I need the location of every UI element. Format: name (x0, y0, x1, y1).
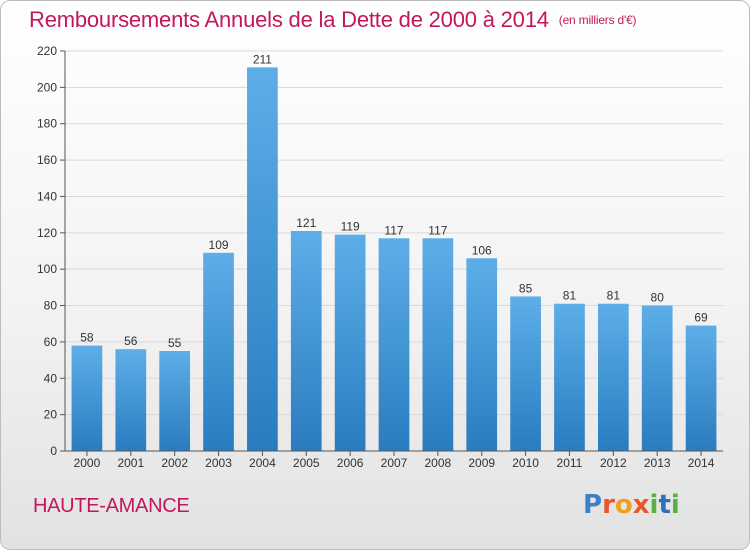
logo-letter: x (632, 490, 650, 520)
data-label-2011: 81 (563, 289, 577, 303)
chart-title: Remboursements Annuels de la Dette de 20… (29, 7, 637, 33)
bar-2011 (554, 303, 585, 451)
x-tick-label-2009: 2009 (468, 456, 495, 470)
bar-2002 (159, 351, 191, 451)
chart-subtitle: (en milliers d'€) (558, 13, 637, 27)
data-label-2002: 55 (168, 336, 182, 350)
x-tick-label-2011: 2011 (557, 456, 583, 470)
logo-letter: i (670, 490, 680, 520)
bars (71, 67, 717, 451)
data-label-2006: 119 (341, 220, 360, 234)
y-tick-label: 60 (44, 335, 58, 349)
logo-letter: P (583, 490, 603, 520)
data-label-2001: 56 (124, 334, 138, 348)
data-label-2005: 121 (296, 216, 316, 230)
chart-title-text: Remboursements Annuels de la Dette de 20… (29, 7, 549, 32)
y-tick-label: 220 (37, 44, 57, 58)
bar-2012 (597, 303, 629, 451)
logo-letter: t (658, 490, 671, 520)
bar-2004 (247, 67, 278, 451)
bar-2001 (115, 349, 147, 451)
bar-2009 (466, 258, 498, 451)
x-tick-label-2008: 2008 (425, 456, 452, 470)
data-label-2000: 58 (80, 331, 94, 345)
data-label-2013: 80 (651, 291, 665, 305)
data-label-2008: 117 (428, 223, 447, 237)
bar-2013 (641, 305, 673, 451)
data-label-2003: 109 (209, 238, 229, 252)
proxiti-logo[interactable]: Proxiti (583, 490, 680, 520)
x-tick-label-2012: 2012 (600, 456, 627, 470)
x-tick-label-2014: 2014 (688, 456, 715, 470)
x-tick-label-2004: 2004 (249, 456, 276, 470)
x-tick-label-2001: 2001 (117, 456, 144, 470)
y-tick-label: 40 (44, 371, 58, 385)
logo-letter: i (649, 490, 659, 520)
logo-letter: o (614, 490, 633, 520)
y-tick-label: 180 (37, 117, 57, 131)
y-tick-label: 140 (37, 189, 57, 203)
bar-2010 (510, 296, 541, 451)
x-tick-label-2007: 2007 (381, 456, 408, 470)
y-tick-label: 80 (44, 299, 58, 313)
data-label-2009: 106 (472, 243, 492, 257)
x-tick-label-2002: 2002 (161, 456, 188, 470)
bar-2014 (685, 325, 717, 451)
y-tick-label: 20 (44, 408, 58, 422)
y-tick-label: 200 (37, 80, 57, 94)
x-tick-label-2010: 2010 (512, 456, 539, 470)
bar-2000 (71, 345, 103, 451)
y-tick-label: 100 (37, 262, 57, 276)
axes (60, 50, 723, 456)
bar-2005 (290, 231, 322, 451)
x-tick-label-2006: 2006 (337, 456, 364, 470)
data-label-2014: 69 (694, 311, 708, 325)
data-label-2004: 211 (253, 52, 272, 66)
bar-2007 (378, 238, 410, 451)
x-tick-label-2000: 2000 (74, 456, 101, 470)
data-label-2010: 85 (519, 281, 533, 295)
y-tick-label: 160 (37, 153, 57, 167)
city-name: HAUTE-AMANCE (33, 495, 190, 517)
logo-letter: r (602, 490, 615, 520)
x-tick-label-2013: 2013 (644, 456, 671, 470)
y-tick-label: 120 (37, 226, 57, 240)
data-label-2007: 117 (384, 223, 403, 237)
bar-2006 (334, 234, 366, 451)
x-tick-label-2005: 2005 (293, 456, 320, 470)
bar-2008 (422, 238, 454, 451)
bar-2003 (203, 252, 234, 451)
y-tick-label: 0 (50, 444, 57, 458)
x-tick-label-2003: 2003 (205, 456, 232, 470)
data-label-2012: 81 (607, 289, 621, 303)
labels: 0 20 40 60 80 100 120 140 160 180 200 220 58 2000 56 20… (37, 44, 715, 470)
